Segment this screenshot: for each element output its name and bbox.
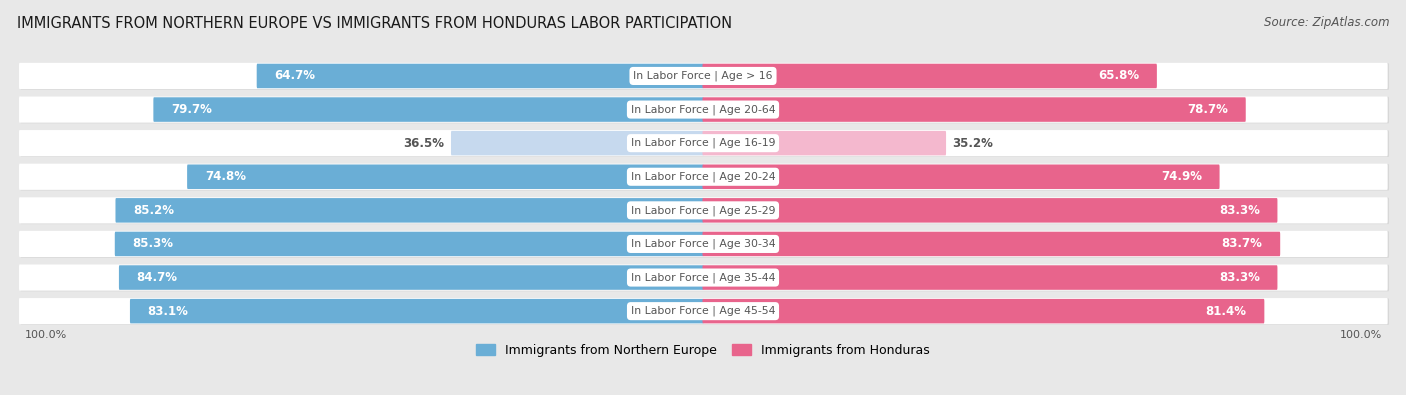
FancyBboxPatch shape <box>115 198 703 223</box>
Text: 83.3%: 83.3% <box>1219 204 1260 217</box>
FancyBboxPatch shape <box>703 131 946 155</box>
Text: 83.1%: 83.1% <box>148 305 188 318</box>
FancyBboxPatch shape <box>21 164 1389 190</box>
FancyBboxPatch shape <box>20 197 1388 224</box>
Text: 79.7%: 79.7% <box>172 103 212 116</box>
FancyBboxPatch shape <box>20 63 1388 89</box>
Text: In Labor Force | Age 16-19: In Labor Force | Age 16-19 <box>631 138 775 149</box>
Text: 100.0%: 100.0% <box>24 330 66 340</box>
Text: In Labor Force | Age 30-34: In Labor Force | Age 30-34 <box>631 239 775 249</box>
FancyBboxPatch shape <box>703 198 1278 223</box>
Text: In Labor Force | Age 20-24: In Labor Force | Age 20-24 <box>631 171 775 182</box>
FancyBboxPatch shape <box>129 299 703 324</box>
FancyBboxPatch shape <box>20 264 1388 291</box>
FancyBboxPatch shape <box>703 265 1278 290</box>
FancyBboxPatch shape <box>115 232 703 256</box>
Text: 85.3%: 85.3% <box>132 237 173 250</box>
Text: 36.5%: 36.5% <box>404 137 444 150</box>
FancyBboxPatch shape <box>20 96 1388 123</box>
Text: 100.0%: 100.0% <box>1340 330 1382 340</box>
FancyBboxPatch shape <box>20 130 1388 156</box>
FancyBboxPatch shape <box>153 97 703 122</box>
FancyBboxPatch shape <box>21 63 1389 90</box>
Text: 83.7%: 83.7% <box>1222 237 1263 250</box>
FancyBboxPatch shape <box>20 298 1388 324</box>
Text: In Labor Force | Age 20-64: In Labor Force | Age 20-64 <box>631 104 775 115</box>
FancyBboxPatch shape <box>451 131 703 155</box>
FancyBboxPatch shape <box>21 97 1389 123</box>
Text: In Labor Force | Age 25-29: In Labor Force | Age 25-29 <box>631 205 775 216</box>
Text: 83.3%: 83.3% <box>1219 271 1260 284</box>
Text: In Labor Force | Age > 16: In Labor Force | Age > 16 <box>633 71 773 81</box>
Text: 81.4%: 81.4% <box>1205 305 1247 318</box>
Legend: Immigrants from Northern Europe, Immigrants from Honduras: Immigrants from Northern Europe, Immigra… <box>477 344 929 357</box>
FancyBboxPatch shape <box>21 265 1389 292</box>
Text: 78.7%: 78.7% <box>1187 103 1227 116</box>
FancyBboxPatch shape <box>21 130 1389 157</box>
FancyBboxPatch shape <box>21 298 1389 325</box>
Text: 35.2%: 35.2% <box>952 137 993 150</box>
FancyBboxPatch shape <box>20 164 1388 190</box>
FancyBboxPatch shape <box>20 231 1388 257</box>
FancyBboxPatch shape <box>703 232 1281 256</box>
FancyBboxPatch shape <box>21 198 1389 224</box>
FancyBboxPatch shape <box>120 265 703 290</box>
Text: 84.7%: 84.7% <box>136 271 177 284</box>
FancyBboxPatch shape <box>703 97 1246 122</box>
Text: In Labor Force | Age 45-54: In Labor Force | Age 45-54 <box>631 306 775 316</box>
Text: Source: ZipAtlas.com: Source: ZipAtlas.com <box>1264 16 1389 29</box>
FancyBboxPatch shape <box>703 64 1157 88</box>
Text: 64.7%: 64.7% <box>274 70 315 83</box>
FancyBboxPatch shape <box>703 299 1264 324</box>
FancyBboxPatch shape <box>187 164 703 189</box>
Text: IMMIGRANTS FROM NORTHERN EUROPE VS IMMIGRANTS FROM HONDURAS LABOR PARTICIPATION: IMMIGRANTS FROM NORTHERN EUROPE VS IMMIG… <box>17 16 733 31</box>
FancyBboxPatch shape <box>21 231 1389 258</box>
FancyBboxPatch shape <box>703 164 1219 189</box>
Text: In Labor Force | Age 35-44: In Labor Force | Age 35-44 <box>631 272 775 283</box>
Text: 85.2%: 85.2% <box>134 204 174 217</box>
FancyBboxPatch shape <box>257 64 703 88</box>
Text: 65.8%: 65.8% <box>1098 70 1139 83</box>
Text: 74.9%: 74.9% <box>1161 170 1202 183</box>
Text: 74.8%: 74.8% <box>205 170 246 183</box>
